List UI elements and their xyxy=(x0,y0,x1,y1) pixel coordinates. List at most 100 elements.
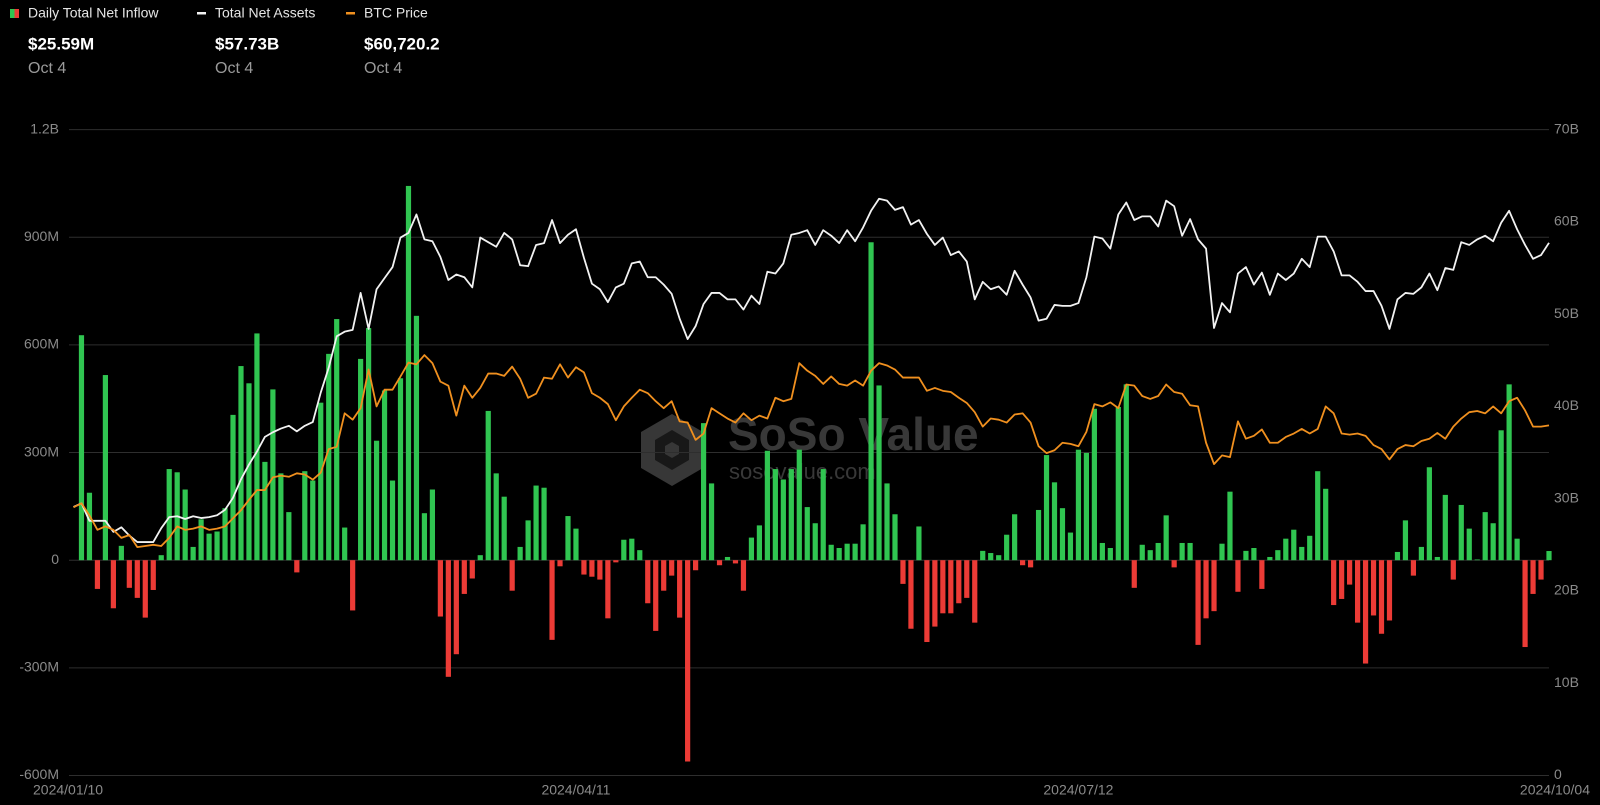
bar xyxy=(1426,467,1432,561)
bar xyxy=(876,385,882,561)
bar xyxy=(533,485,539,561)
readout-value: $57.73B xyxy=(215,34,279,53)
watermark: SoSo Value sosovalue.com xyxy=(641,408,979,486)
bar xyxy=(198,519,204,561)
bar xyxy=(716,560,723,566)
bar xyxy=(916,526,922,561)
bar xyxy=(908,560,914,629)
bar xyxy=(286,512,292,561)
legend-icon xyxy=(10,9,15,18)
bar xyxy=(182,489,188,561)
y2-tick-label: 60B xyxy=(1554,213,1579,229)
bar xyxy=(1243,550,1249,561)
y2-tick-label: 70B xyxy=(1554,120,1579,136)
bar xyxy=(477,555,483,561)
bar xyxy=(1458,504,1464,561)
bar xyxy=(1522,560,1528,648)
y-tick-label: 300M xyxy=(24,443,59,459)
bar xyxy=(1043,455,1050,561)
bar xyxy=(1291,529,1297,561)
bar xyxy=(445,560,451,677)
bar xyxy=(932,560,938,627)
bar xyxy=(637,550,643,561)
readout-date: Oct 4 xyxy=(364,60,402,77)
legend-icon xyxy=(14,9,19,18)
bar xyxy=(884,483,890,561)
bar xyxy=(565,516,571,561)
bar xyxy=(254,333,260,561)
line xyxy=(73,354,1550,549)
bar xyxy=(1514,538,1520,561)
bar xyxy=(573,528,579,561)
bar xyxy=(980,550,986,561)
bar xyxy=(1267,556,1273,561)
bar xyxy=(453,560,459,655)
bar xyxy=(1219,543,1225,561)
bar xyxy=(158,555,164,561)
bar xyxy=(645,560,651,604)
bar xyxy=(318,402,324,561)
bar xyxy=(541,487,547,561)
bar xyxy=(764,450,770,561)
axes: 1.2B 900M 600M 300M 0 -300M -600M 70B 60B 50B 40B 3… xyxy=(19,120,1590,797)
bar xyxy=(1115,406,1121,561)
bar xyxy=(126,560,132,588)
bar xyxy=(1139,544,1145,561)
bar xyxy=(294,560,300,573)
bar xyxy=(110,560,116,609)
bar xyxy=(613,560,619,563)
bar xyxy=(246,383,252,561)
bar xyxy=(270,389,276,561)
bar xyxy=(1362,560,1369,664)
bar xyxy=(381,390,388,561)
bar xyxy=(1004,534,1010,561)
bar xyxy=(892,514,898,561)
bar xyxy=(708,483,715,561)
bar xyxy=(350,560,356,611)
readout-value: $25.59M xyxy=(28,34,94,53)
bar xyxy=(1131,560,1137,588)
bar xyxy=(1378,560,1385,634)
plot xyxy=(73,185,1552,762)
bar xyxy=(1450,560,1456,580)
bar xyxy=(78,335,85,561)
bar xyxy=(525,520,531,561)
bar xyxy=(1498,430,1504,561)
y2-tick-label: 0 xyxy=(1554,766,1562,782)
bar xyxy=(421,513,428,561)
bar xyxy=(780,479,786,561)
bar xyxy=(1490,523,1496,561)
bar xyxy=(796,449,802,561)
bar xyxy=(102,375,109,561)
bar xyxy=(1027,560,1034,568)
y2-tick-label: 20B xyxy=(1554,582,1579,598)
bar xyxy=(166,469,172,561)
bar xyxy=(342,527,348,561)
bar xyxy=(334,319,340,561)
bar xyxy=(1187,542,1193,561)
bar xyxy=(605,560,611,619)
bar xyxy=(924,560,930,643)
bar xyxy=(86,492,93,561)
bar xyxy=(1546,551,1552,561)
bar xyxy=(413,315,420,561)
bar xyxy=(597,560,603,580)
bar xyxy=(214,531,220,561)
legend-icon xyxy=(346,12,355,15)
y-tick-label: -300M xyxy=(19,659,59,675)
legend-icon xyxy=(197,12,206,15)
y-tick-label: -600M xyxy=(19,766,59,782)
bar xyxy=(828,544,834,561)
bar xyxy=(1147,550,1153,561)
bar xyxy=(262,461,268,561)
bar xyxy=(1354,560,1361,623)
bar xyxy=(1331,560,1337,606)
y-tick-label: 600M xyxy=(24,336,59,352)
bar xyxy=(1434,556,1440,561)
bar xyxy=(732,560,739,564)
bar xyxy=(1370,560,1377,616)
bar xyxy=(118,545,124,561)
bar xyxy=(1506,384,1512,561)
legend: Daily Total Net Inflow $25.59M Oct 4 Total … xyxy=(10,5,440,77)
bar xyxy=(1275,550,1281,561)
